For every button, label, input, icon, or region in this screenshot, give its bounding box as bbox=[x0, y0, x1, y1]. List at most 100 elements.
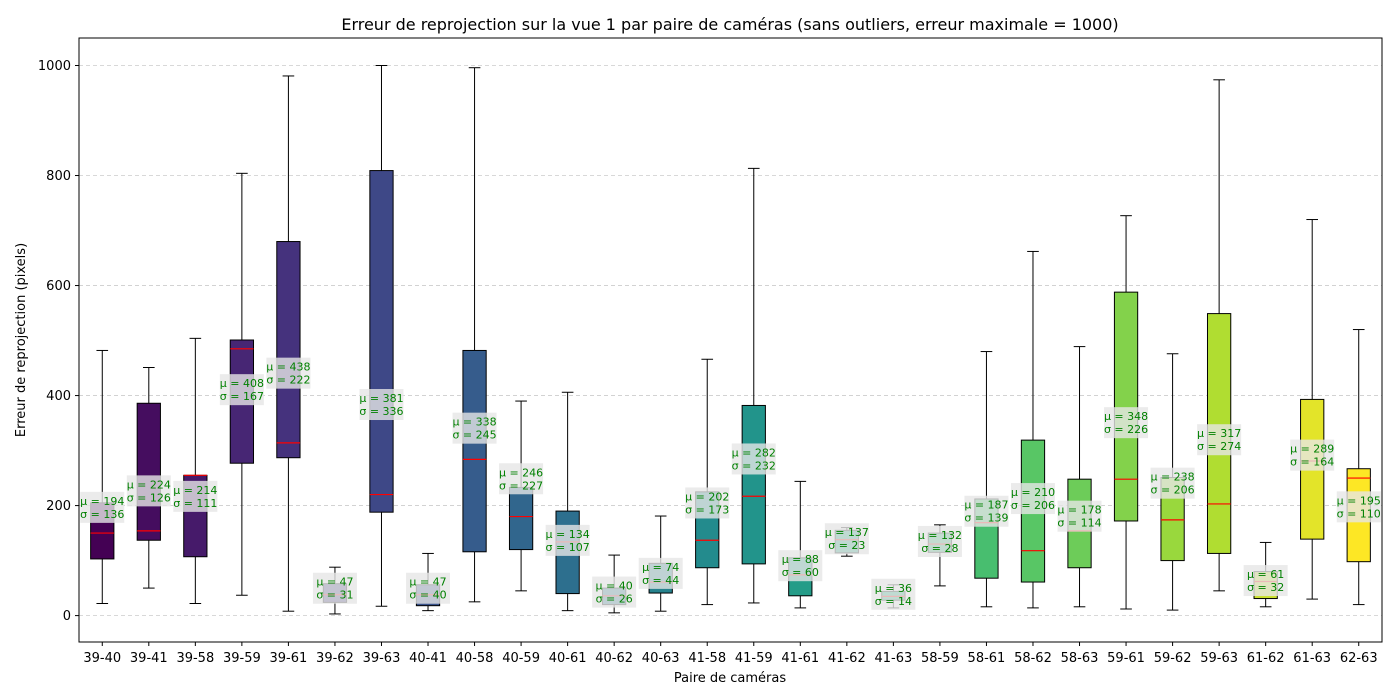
std-label: σ = 60 bbox=[782, 566, 819, 579]
std-label: σ = 28 bbox=[921, 542, 958, 555]
mean-label: μ = 40 bbox=[596, 580, 633, 593]
plot-frame bbox=[78, 37, 1383, 643]
stats-annotation: μ = 88σ = 60 bbox=[778, 550, 823, 582]
x-tick-label: 40-63 bbox=[642, 651, 680, 666]
annotation-background bbox=[778, 550, 823, 582]
mean-label: μ = 317 bbox=[1197, 427, 1241, 440]
std-label: σ = 227 bbox=[499, 479, 543, 492]
x-tick-label: 59-61 bbox=[1107, 651, 1145, 666]
std-label: σ = 167 bbox=[220, 390, 264, 403]
annotation-background bbox=[219, 374, 264, 406]
mean-label: μ = 224 bbox=[127, 478, 171, 491]
x-tick-label: 62-63 bbox=[1340, 651, 1378, 666]
x-tick-label: 39-59 bbox=[223, 651, 261, 666]
annotation-background bbox=[1243, 565, 1288, 597]
mean-label: μ = 214 bbox=[173, 484, 217, 497]
std-label: σ = 126 bbox=[127, 491, 171, 504]
x-tick-label: 40-61 bbox=[549, 651, 587, 666]
y-axis-ticks: 0 200 400 600 800 1000 bbox=[38, 59, 79, 624]
x-tick-label: 61-63 bbox=[1293, 651, 1331, 666]
annotation-background bbox=[452, 412, 497, 444]
annotation-background bbox=[917, 525, 962, 557]
std-label: σ = 245 bbox=[452, 429, 496, 442]
x-tick-label: 41-58 bbox=[688, 651, 726, 666]
std-label: σ = 139 bbox=[964, 512, 1008, 525]
annotation-background bbox=[126, 475, 171, 507]
annotation-background bbox=[685, 487, 730, 519]
grid bbox=[79, 65, 1382, 616]
x-tick-label: 58-62 bbox=[1014, 651, 1052, 666]
x-tick-label: 40-59 bbox=[502, 651, 540, 666]
x-tick-label: 39-41 bbox=[130, 651, 168, 666]
mean-label: μ = 381 bbox=[359, 392, 403, 405]
std-label: σ = 14 bbox=[875, 595, 912, 608]
mean-label: μ = 61 bbox=[1247, 568, 1284, 581]
y-tick-label: 600 bbox=[46, 279, 71, 294]
annotation-background bbox=[1010, 483, 1055, 515]
mean-label: μ = 282 bbox=[732, 446, 776, 459]
x-tick-label: 39-61 bbox=[270, 651, 308, 666]
x-axis-label: Paire de caméras bbox=[674, 671, 786, 686]
mean-label: μ = 88 bbox=[782, 553, 819, 566]
annotation-background bbox=[545, 524, 590, 556]
y-tick-label: 0 bbox=[63, 609, 71, 624]
mean-label: μ = 438 bbox=[266, 361, 310, 374]
mean-label: μ = 238 bbox=[1150, 471, 1194, 484]
annotation-background bbox=[871, 578, 916, 610]
annotation-background bbox=[1104, 407, 1149, 439]
annotation-background bbox=[592, 576, 637, 608]
mean-label: μ = 47 bbox=[316, 576, 353, 589]
annotation-background bbox=[964, 495, 1009, 527]
x-tick-label: 39-58 bbox=[176, 651, 214, 666]
stats-annotation: μ = 36σ = 14 bbox=[871, 578, 916, 610]
stats-annotation: μ = 47σ = 31 bbox=[312, 572, 357, 604]
box bbox=[276, 241, 301, 459]
annotation-background bbox=[1150, 467, 1195, 499]
std-label: σ = 31 bbox=[316, 589, 353, 602]
mean-label: μ = 408 bbox=[220, 377, 264, 390]
x-tick-label: 41-61 bbox=[781, 651, 819, 666]
std-label: σ = 164 bbox=[1290, 456, 1334, 469]
x-tick-label: 40-62 bbox=[595, 651, 633, 666]
annotation-background bbox=[266, 357, 311, 389]
std-label: σ = 44 bbox=[642, 574, 679, 587]
mean-label: μ = 36 bbox=[875, 582, 912, 595]
x-tick-label: 58-61 bbox=[968, 651, 1006, 666]
std-label: σ = 114 bbox=[1057, 517, 1101, 530]
mean-label: μ = 47 bbox=[409, 576, 446, 589]
mean-label: μ = 348 bbox=[1104, 410, 1148, 423]
mean-label: μ = 187 bbox=[964, 499, 1008, 512]
std-label: σ = 336 bbox=[359, 405, 403, 418]
x-tick-label: 39-40 bbox=[83, 651, 121, 666]
x-axis-ticks: 39-40 39-41 39-58 39-59 39-61 39-62 39-63 40-41… bbox=[83, 642, 1378, 666]
annotation-background bbox=[80, 491, 125, 523]
annotation-background bbox=[731, 443, 776, 475]
annotation-background bbox=[1290, 439, 1335, 471]
x-tick-label: 41-63 bbox=[874, 651, 912, 666]
stats-annotation: μ = 40σ = 26 bbox=[592, 576, 637, 608]
stats-annotation: μ = 61σ = 32 bbox=[1243, 565, 1288, 597]
std-label: σ = 107 bbox=[546, 541, 590, 554]
stats-annotation: μ = 47σ = 40 bbox=[406, 572, 451, 604]
boxes bbox=[90, 65, 1371, 615]
x-tick-label: 58-59 bbox=[921, 651, 959, 666]
y-tick-label: 200 bbox=[46, 499, 71, 514]
std-label: σ = 274 bbox=[1197, 440, 1241, 453]
mean-label: μ = 289 bbox=[1290, 443, 1334, 456]
std-label: σ = 26 bbox=[596, 593, 633, 606]
annotation-background bbox=[173, 480, 218, 512]
